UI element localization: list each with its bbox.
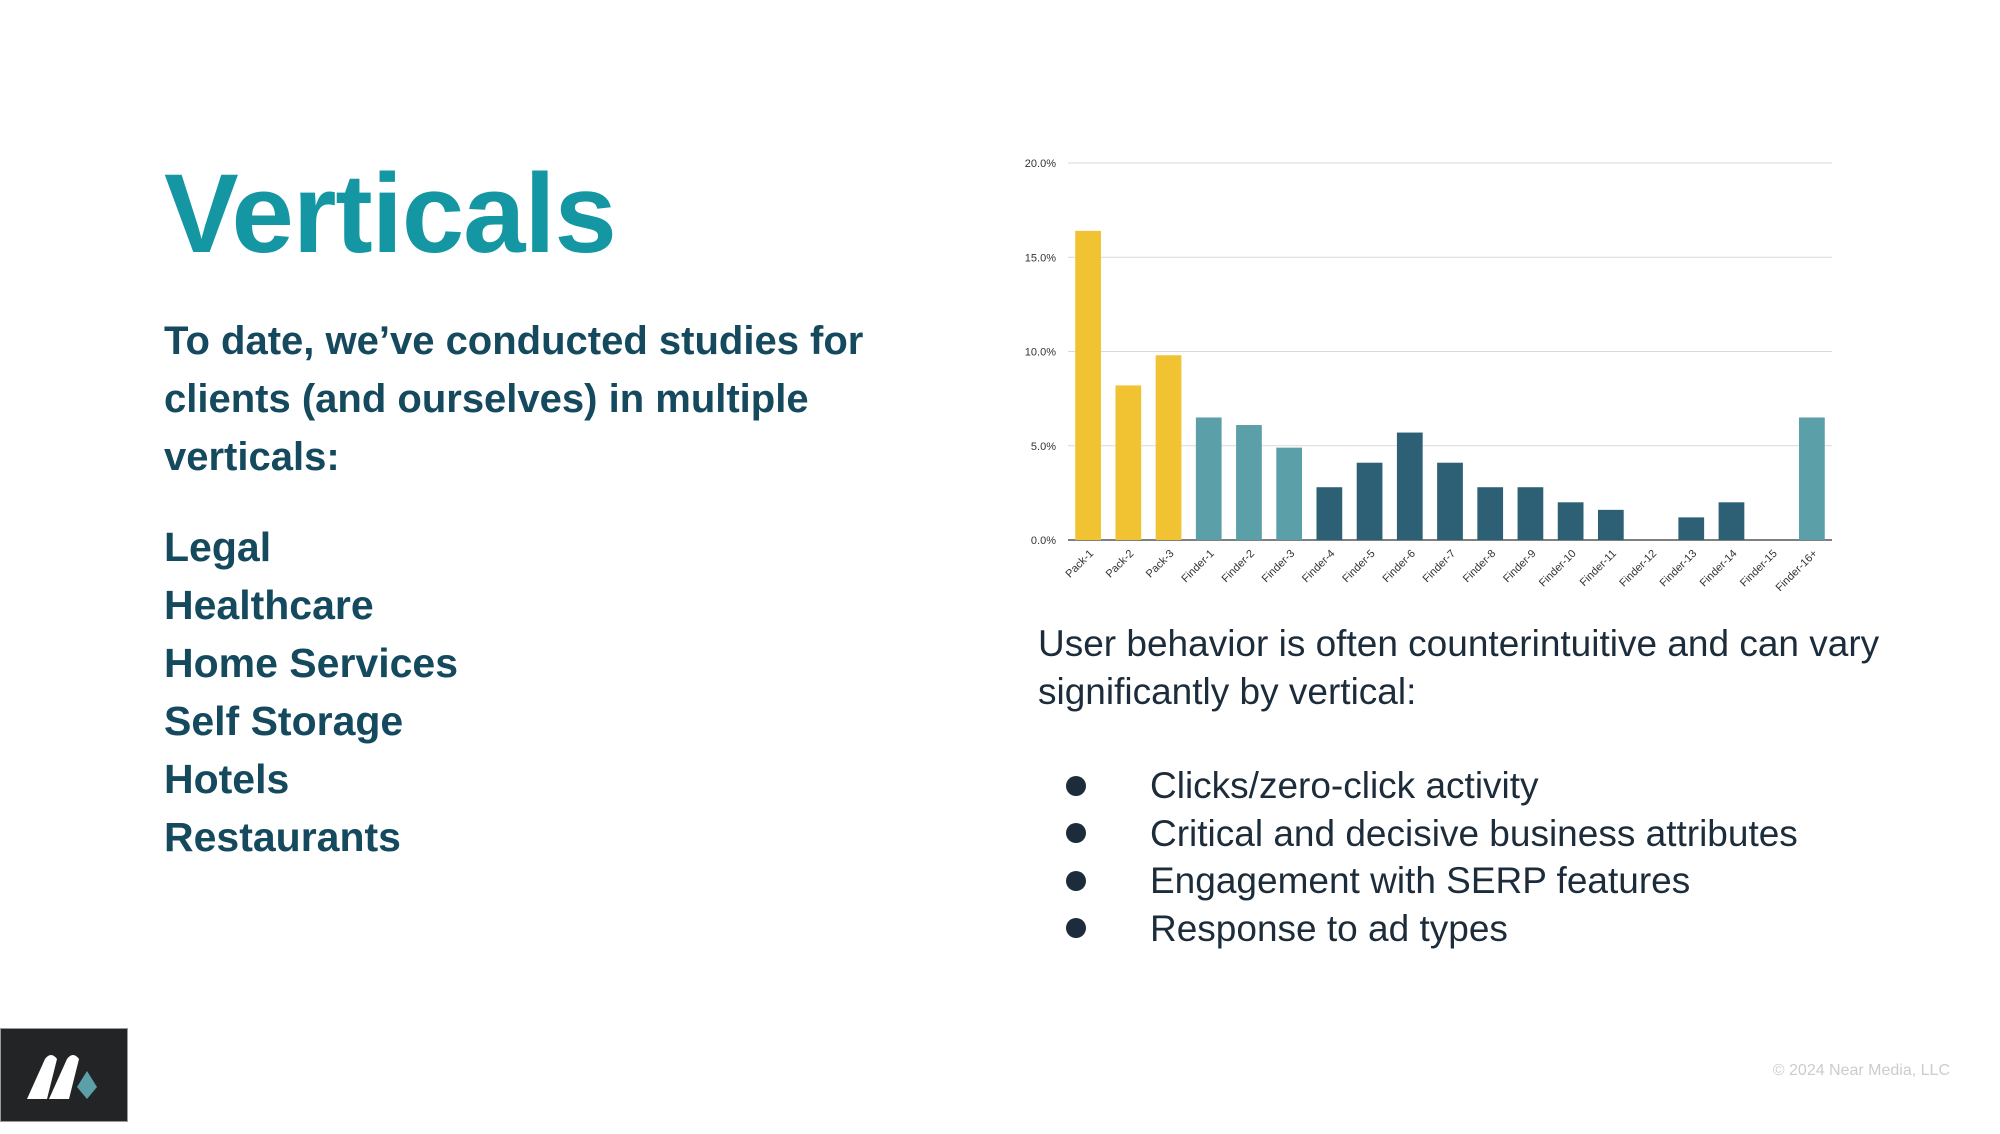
x-tick-label: Finder-7 [1421,548,1458,585]
x-tick-label: Pack-2 [1104,548,1137,581]
bar [1115,385,1142,540]
vertical-item: Home Services [164,640,459,686]
y-tick-label: 10.0% [1025,347,1056,359]
vertical-item: Healthcare [164,582,374,628]
x-tick-label: Finder-5 [1340,548,1377,585]
bullet-icon [1066,918,1086,939]
bar [1236,425,1262,540]
x-tick-label: Finder-12 [1617,548,1659,590]
x-tick-label: Finder-10 [1537,548,1579,590]
finding-item: Response to ad types [1066,905,1798,953]
bar [1155,355,1182,540]
finding-label: Engagement with SERP features [1150,860,1691,901]
finding-item: Critical and decisive business attribute… [1066,810,1798,858]
copyright-notice: © 2024 Near Media, LLC [1772,1062,1950,1079]
y-tick-label: 20.0% [1025,158,1056,170]
bar [1437,462,1463,540]
bullet-icon [1066,775,1086,796]
finding-item: Clicks/zero-click activity [1066,762,1798,810]
bar [1517,487,1544,540]
x-tick-label: Finder-1 [1179,548,1216,585]
behavior-text: User behavior is often counterintuitive … [1038,623,1880,712]
findings-list: Clicks/zero-click activity Critical and … [1066,762,1798,952]
x-tick-label: Finder-9 [1501,548,1538,585]
bar [1316,487,1343,540]
vertical-item: Hotels [164,756,290,802]
vertical-item: Legal [164,524,272,570]
x-tick-label: Finder-6 [1380,548,1417,585]
vertical-item: Self Storage [164,698,404,744]
x-tick-label: Pack-3 [1144,548,1177,581]
bullet-icon [1066,823,1086,844]
y-tick-label: 0.0% [1031,535,1056,547]
bar [1396,432,1423,540]
bar [1557,502,1584,540]
bar [1477,487,1504,540]
bar [1678,517,1705,540]
x-tick-label: Finder-2 [1220,548,1257,585]
intro-text: To date, we’ve conducted studies for cli… [164,319,864,479]
x-tick-label: Finder-14 [1698,548,1740,590]
finding-label: Clicks/zero-click activity [1150,765,1539,806]
bar-chart-svg: 0.0% 5.0% 10.0% 15.0% 20.0% Pack-1 Pack-2 Pack-… [1025,158,1832,594]
finding-label: Response to ad types [1150,907,1508,949]
near-media-logo-icon [27,1055,97,1099]
bar [1195,417,1222,540]
x-tick-label: Finder-11 [1578,548,1619,589]
x-tick-label: Finder-16+ [1774,548,1820,594]
verticals-list: Legal Healthcare Home Services Self Stor… [164,518,458,866]
bullet-icon [1066,870,1086,891]
bar [1356,462,1383,540]
x-tick-label: Finder-15 [1738,548,1780,590]
near-media-logo [0,1028,128,1122]
bar [1075,230,1101,541]
bar [1276,447,1303,540]
y-tick-label: 5.0% [1031,441,1056,453]
bar [1799,417,1825,540]
x-tick-label: Pack-1 [1064,548,1097,581]
vertical-item: Restaurants [164,814,401,860]
y-tick-label: 15.0% [1025,252,1056,264]
bar [1597,509,1624,540]
finding-label: Critical and decisive business attribute… [1150,812,1798,854]
x-tick-label: Finder-3 [1260,548,1297,585]
x-tick-label: Finder-8 [1461,548,1498,585]
x-tick-label: Finder-4 [1300,548,1337,585]
finding-item: Engagement with SERP features [1066,857,1798,905]
x-tick-label: Finder-13 [1658,548,1700,590]
bar [1718,502,1745,540]
slide-title: Verticals [164,151,617,276]
bar-chart: 0.0% 5.0% 10.0% 15.0% 20.0% Pack-1 Pack-2 Pack-… [1000,140,1880,600]
